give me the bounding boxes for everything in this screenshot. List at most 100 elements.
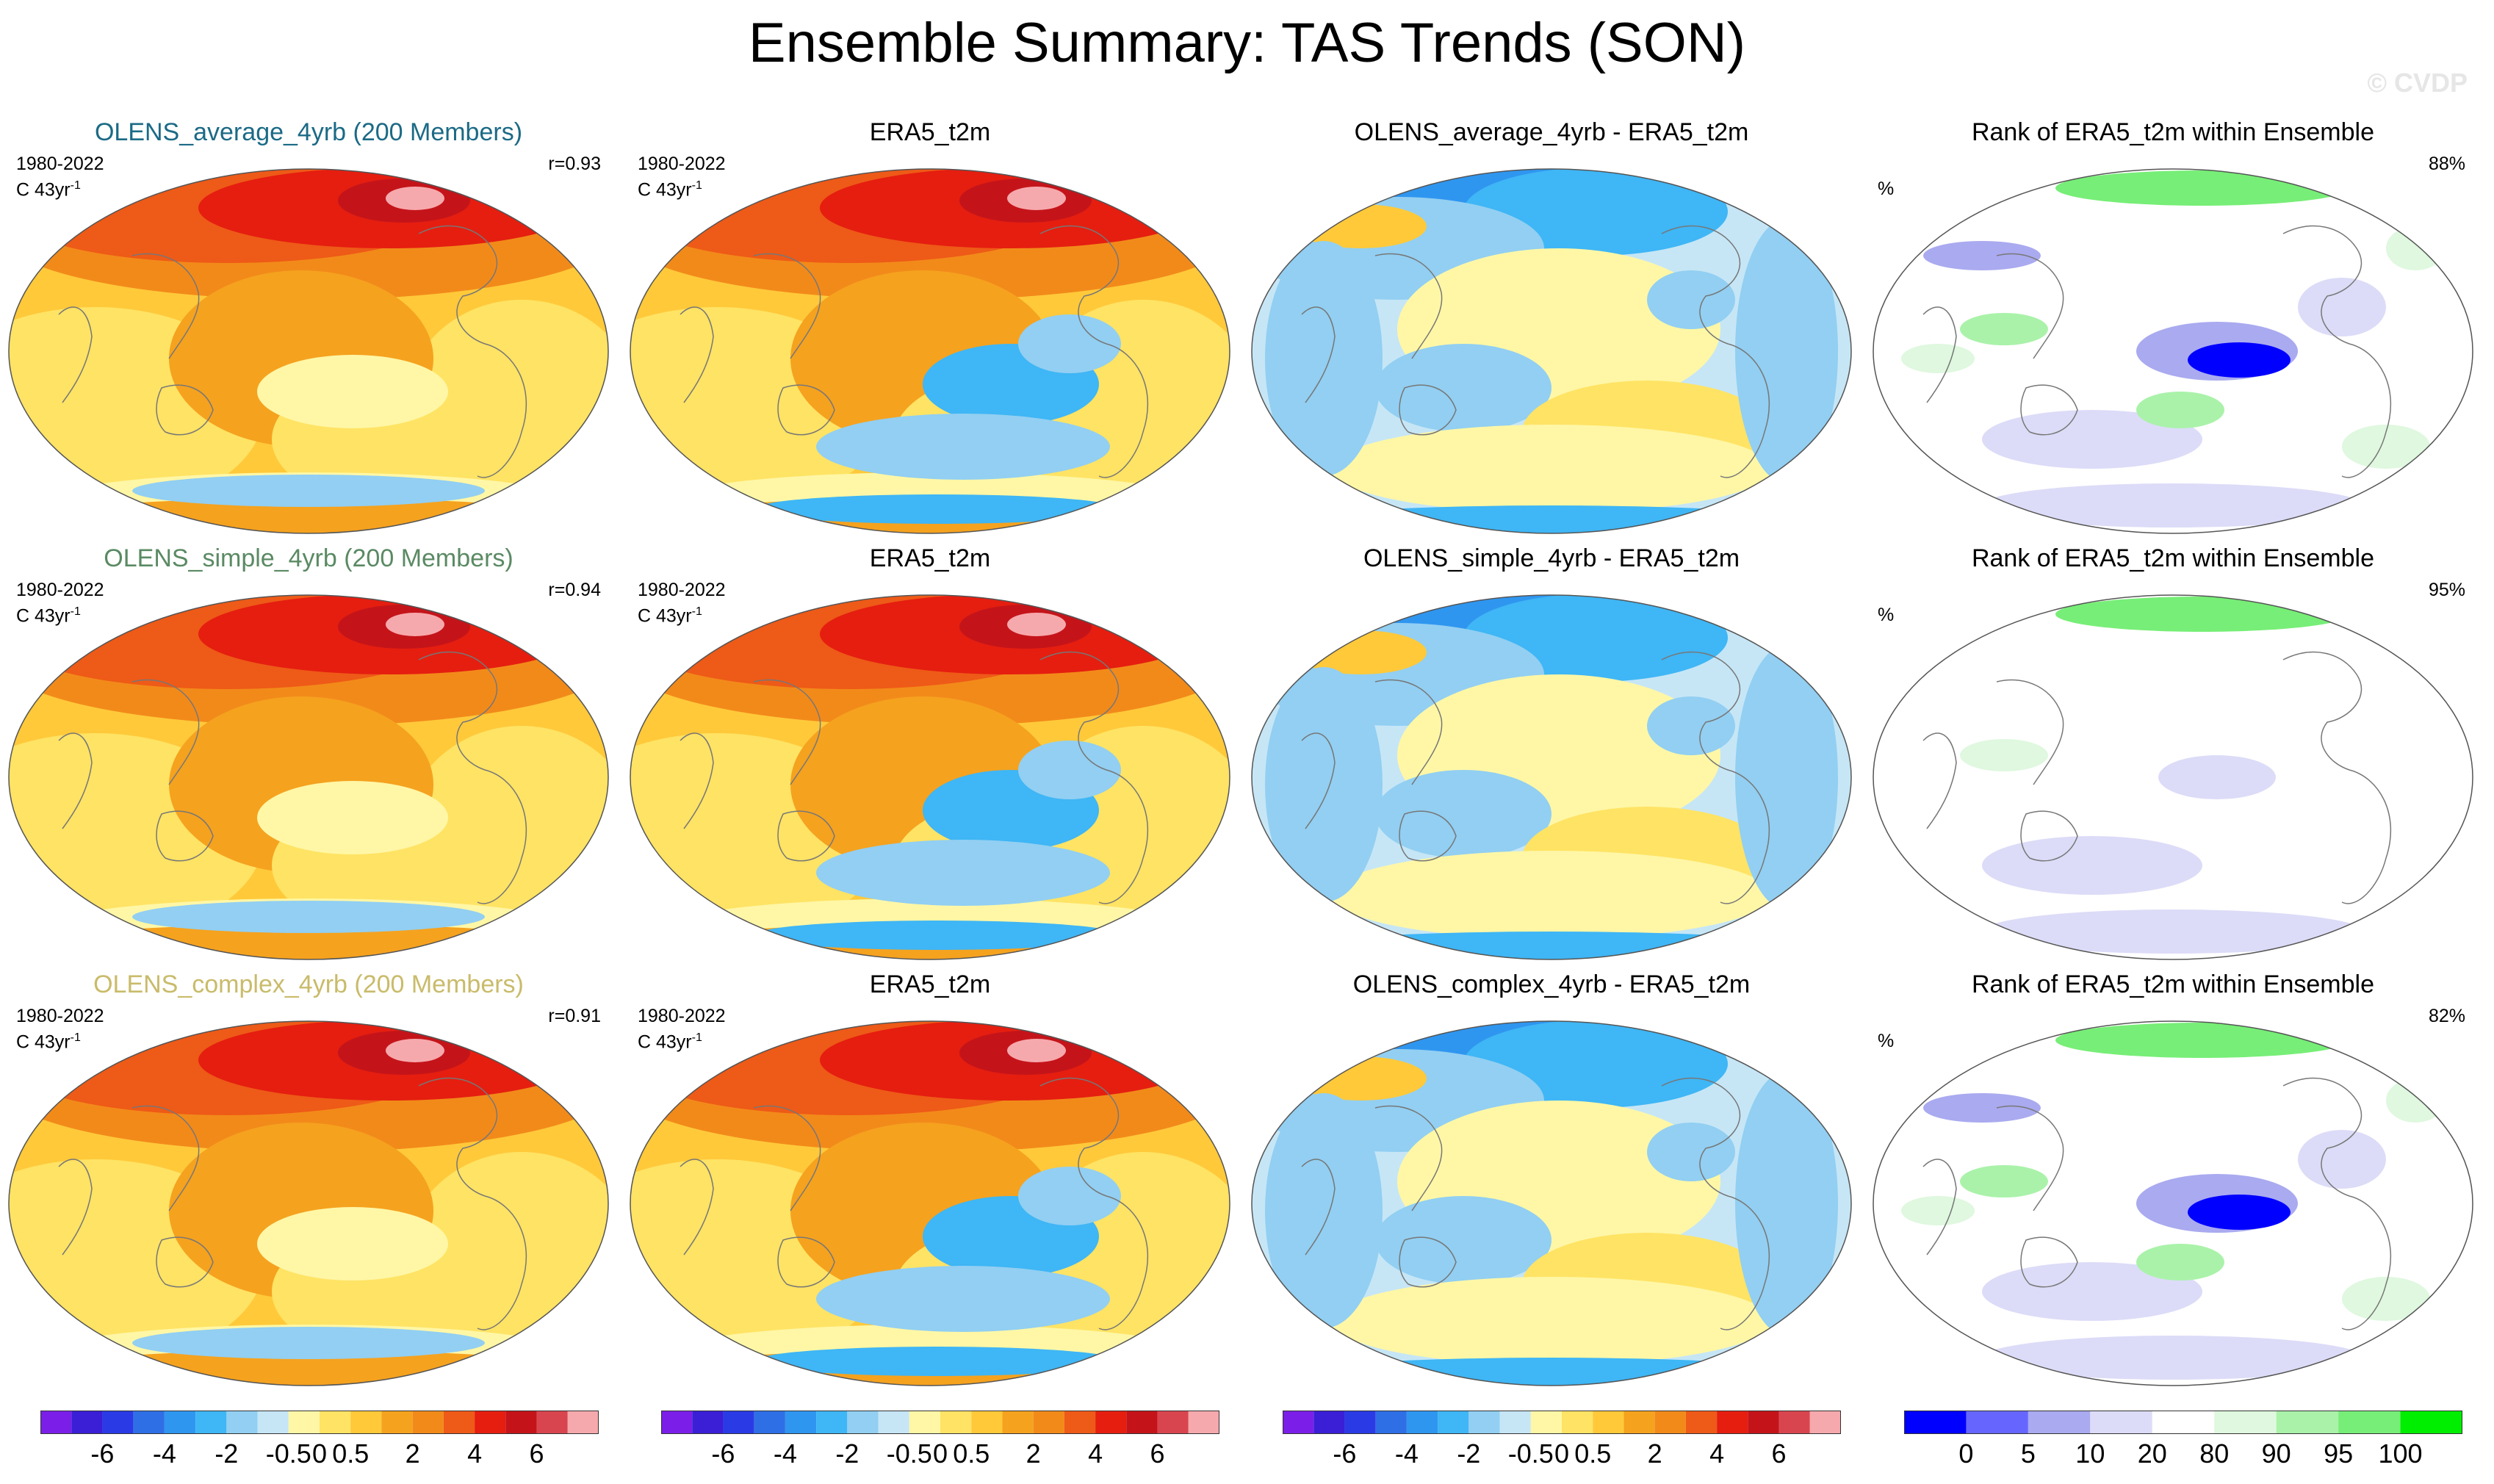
colorbar-tick-label: -0.5 bbox=[886, 1438, 932, 1469]
rank-percent: 82% bbox=[2428, 1006, 2465, 1026]
colorbar-tick-label: 0.5 bbox=[1574, 1438, 1612, 1469]
colorbar-tick-label: 4 bbox=[1709, 1438, 1725, 1469]
colorbar-tick-label: 0 bbox=[1554, 1438, 1570, 1469]
world-map bbox=[1250, 168, 1853, 535]
colorbar-tick-label: 2 bbox=[1647, 1438, 1662, 1469]
map-panel-rank: Rank of ERA5_t2m within Ensemble% 95% bbox=[1864, 544, 2482, 970]
period-label: 1980-2022 bbox=[16, 1006, 104, 1026]
colorbar-tick-label: -6 bbox=[90, 1438, 115, 1469]
colorbar-swatch bbox=[1313, 1411, 1345, 1434]
units-label: C 43yr-1 bbox=[16, 1027, 81, 1053]
units-exponent: -1 bbox=[691, 179, 702, 192]
map-panel-difference: OLENS_average_4yrb - ERA5_t2m bbox=[1243, 118, 1860, 544]
colorbar-tick-label: 2 bbox=[405, 1438, 420, 1469]
panel-title: OLENS_complex_4yrb (200 Members) bbox=[93, 970, 524, 998]
panel-title: Rank of ERA5_t2m within Ensemble bbox=[1971, 970, 2375, 998]
colorbar-swatch bbox=[257, 1411, 289, 1434]
period-label: 1980-2022 bbox=[16, 580, 104, 600]
colorbar-swatch bbox=[1966, 1411, 2028, 1434]
world-map bbox=[1250, 594, 1853, 961]
units-exponent: -1 bbox=[70, 179, 81, 192]
panel-title: ERA5_t2m bbox=[869, 544, 991, 572]
world-map bbox=[7, 1020, 610, 1387]
colorbar-swatch bbox=[1188, 1411, 1219, 1434]
colorbar-swatch bbox=[816, 1411, 848, 1434]
map-panel-observed: ERA5_t2m 1980-2022 C 43yr-1 bbox=[621, 118, 1239, 544]
colorbar-swatch bbox=[1126, 1411, 1158, 1434]
map-panel-rank: Rank of ERA5_t2m within Ensemble% 88% bbox=[1864, 118, 2482, 544]
map-panel-model: OLENS_average_4yrb (200 Members) 1980-202… bbox=[0, 118, 617, 544]
map-panel-difference: OLENS_complex_4yrb - ERA5_t2m bbox=[1243, 970, 1860, 1396]
colorbar-swatch bbox=[1033, 1411, 1064, 1434]
world-map bbox=[1872, 168, 2474, 535]
period-label: 1980-2022 bbox=[16, 154, 104, 174]
colorbar-frame bbox=[40, 1411, 599, 1434]
pattern-correlation: r=0.91 bbox=[548, 1006, 601, 1026]
panel-title: OLENS_average_4yrb (200 Members) bbox=[94, 118, 523, 146]
colorbar-tick-label: -0.5 bbox=[1507, 1438, 1554, 1469]
colorbar-swatch bbox=[288, 1411, 320, 1434]
colorbar-tick-label: 80 bbox=[2199, 1438, 2230, 1469]
colorbar-swatch bbox=[909, 1411, 940, 1434]
colorbar-swatch bbox=[443, 1411, 475, 1434]
colorbar-swatch bbox=[2090, 1411, 2152, 1434]
panel-title: Rank of ERA5_t2m within Ensemble bbox=[1971, 544, 2375, 572]
colorbar-swatch bbox=[381, 1411, 413, 1434]
colorbar-swatch bbox=[1064, 1411, 1096, 1434]
period-label: 1980-2022 bbox=[638, 580, 726, 600]
colorbar-swatch bbox=[2338, 1411, 2401, 1434]
colorbar-swatch bbox=[195, 1411, 227, 1434]
panel-title: OLENS_average_4yrb - ERA5_t2m bbox=[1354, 118, 1749, 146]
colorbar-frame bbox=[1904, 1411, 2462, 1434]
map-panel-rank: Rank of ERA5_t2m within Ensemble% 82% bbox=[1864, 970, 2482, 1396]
colorbar-swatch bbox=[475, 1411, 506, 1434]
colorbar-swatch bbox=[1654, 1411, 1686, 1434]
colorbar-swatch bbox=[1468, 1411, 1500, 1434]
colorbar-tick-label: -4 bbox=[152, 1438, 176, 1469]
colorbar-swatch bbox=[226, 1411, 258, 1434]
colorbar-swatch bbox=[536, 1411, 568, 1434]
colorbar-tick-label: 4 bbox=[467, 1438, 483, 1469]
map-panel-model: OLENS_simple_4yrb (200 Members) 1980-2022… bbox=[0, 544, 617, 970]
units-text: C 43yr bbox=[16, 179, 71, 201]
world-map bbox=[629, 594, 1231, 961]
colorbar-swatch bbox=[785, 1411, 817, 1434]
colorbar-tick-label: 0.5 bbox=[953, 1438, 990, 1469]
colorbar-swatch bbox=[940, 1411, 972, 1434]
colorbar-swatch bbox=[1438, 1411, 1469, 1434]
colorbar-tick-label: -2 bbox=[215, 1438, 239, 1469]
colorbar-swatch bbox=[1375, 1411, 1407, 1434]
colorbar-tick-label: 5 bbox=[2020, 1438, 2036, 1469]
colorbar-observed: -6 -4 -2 -0.5 0 0.5 2 4 6 bbox=[661, 1409, 1219, 1483]
colorbar-swatch bbox=[723, 1411, 754, 1434]
map-panel-model: OLENS_complex_4yrb (200 Members) 1980-202… bbox=[0, 970, 617, 1396]
pattern-correlation: r=0.94 bbox=[548, 580, 601, 600]
colorbar-swatch bbox=[71, 1411, 103, 1434]
world-map bbox=[629, 168, 1231, 535]
colorbar-swatch bbox=[1623, 1411, 1655, 1434]
colorbar-tick-label: -6 bbox=[711, 1438, 735, 1469]
colorbar-tick-label: -4 bbox=[773, 1438, 797, 1469]
colorbar-swatch bbox=[1562, 1411, 1593, 1434]
colorbar-swatch bbox=[350, 1411, 382, 1434]
colorbar-model: -6 -4 -2 -0.5 0 0.5 2 4 6 bbox=[40, 1409, 599, 1483]
colorbar-swatch bbox=[412, 1411, 444, 1434]
colorbar-swatch bbox=[1283, 1411, 1314, 1434]
units-exponent: -1 bbox=[70, 605, 81, 618]
colorbar-tick-label: 6 bbox=[1150, 1438, 1165, 1469]
period-label: 1980-2022 bbox=[638, 1006, 726, 1026]
colorbar-swatch bbox=[1685, 1411, 1718, 1434]
colorbar-tick-label: 20 bbox=[2137, 1438, 2167, 1469]
colorbar-tick-label: 90 bbox=[2261, 1438, 2291, 1469]
colorbar-swatch bbox=[1593, 1411, 1624, 1434]
colorbar-swatch bbox=[1406, 1411, 1438, 1434]
colorbar-swatch bbox=[971, 1411, 1003, 1434]
panel-title: Rank of ERA5_t2m within Ensemble bbox=[1971, 118, 2375, 146]
panel-title: ERA5_t2m bbox=[869, 970, 991, 998]
units-label: C 43yr-1 bbox=[16, 601, 81, 627]
colorbar-tick-label: 6 bbox=[529, 1438, 544, 1469]
colorbar-swatch bbox=[1157, 1411, 1189, 1434]
colorbar-tick-label: 0 bbox=[311, 1438, 328, 1469]
colorbar-swatch bbox=[2214, 1411, 2277, 1434]
colorbar-swatch bbox=[505, 1411, 537, 1434]
